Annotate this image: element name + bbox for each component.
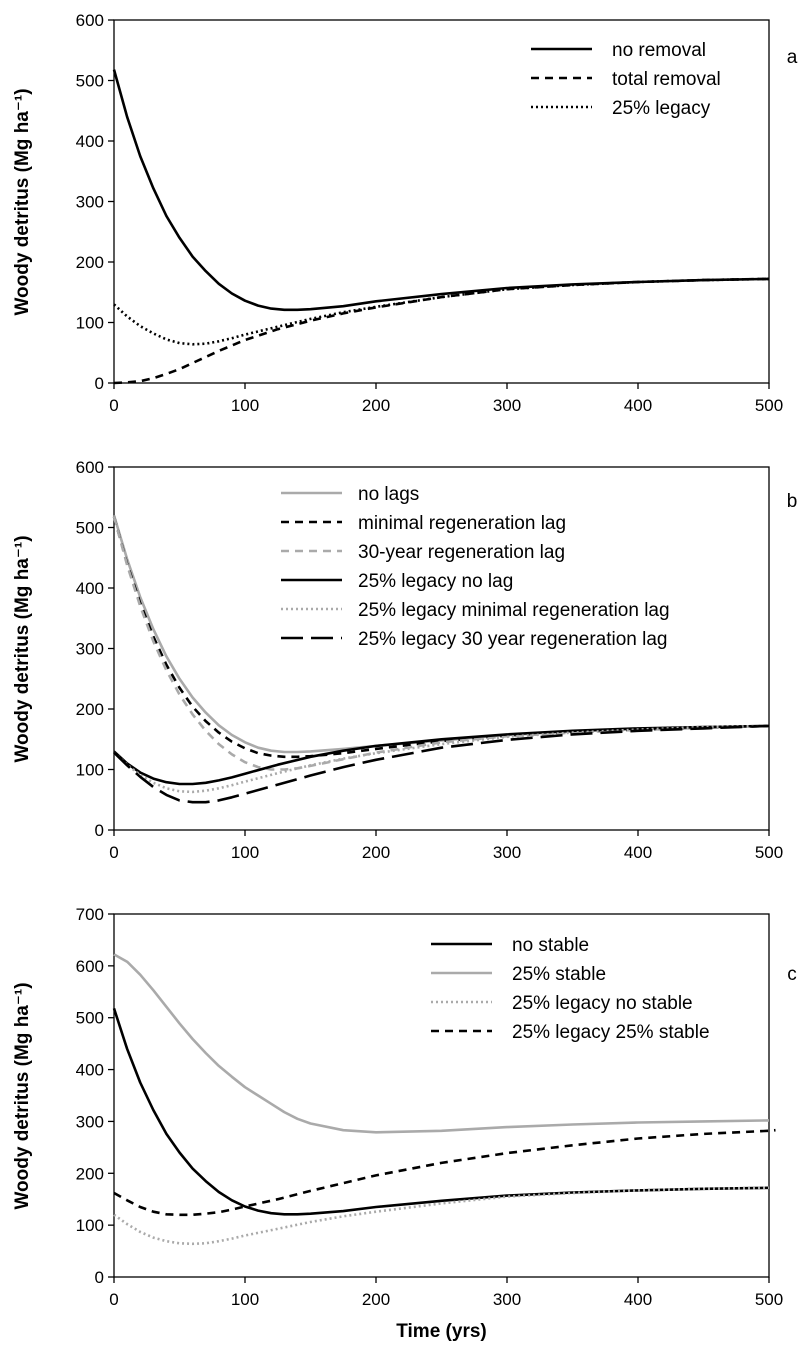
panel-letter: c <box>787 964 797 985</box>
x-tick-label: 400 <box>624 843 652 862</box>
y-tick-label: 0 <box>95 821 104 840</box>
y-tick-label: 0 <box>95 374 104 393</box>
y-tick-label: 200 <box>76 253 104 272</box>
y-tick-label: 100 <box>76 761 104 780</box>
legend-a: no removal total removal 25% legacy <box>531 40 721 119</box>
y-tick-label: 600 <box>76 11 104 30</box>
y-tick-label: 300 <box>76 193 104 212</box>
series-line-c-3 <box>113 1186 770 1246</box>
x-tick-label: 100 <box>231 843 259 862</box>
panel-letter: a <box>787 47 798 68</box>
legend-label: 25% legacy no stable <box>512 993 693 1014</box>
panel-c: 0 100 200 300 400 500 0 100 200 300 400 500 600 700 Wo… <box>12 905 797 1342</box>
x-tick-label: 500 <box>755 1290 783 1309</box>
x-tick-label: 100 <box>231 396 259 415</box>
y-axis-title: Woody detritus (Mg ha⁻¹) <box>12 535 33 762</box>
x-tick-label: 300 <box>493 396 521 415</box>
y-tick-label: 500 <box>76 519 104 538</box>
y-tick-label: 300 <box>76 640 104 659</box>
x-tick-label: 500 <box>755 396 783 415</box>
y-tick-label: 700 <box>76 905 104 924</box>
y-tick-label: 400 <box>76 132 104 151</box>
legend-label: 25% legacy no lag <box>358 571 513 592</box>
series-line-a-3 <box>113 277 770 346</box>
y-tick-label: 200 <box>76 700 104 719</box>
y-axis-title: Woody detritus (Mg ha⁻¹) <box>12 982 33 1209</box>
y-tick-label: 400 <box>76 579 104 598</box>
y-tick-label: 600 <box>76 458 104 477</box>
y-tick-label: 600 <box>76 957 104 976</box>
y-tick-label: 300 <box>76 1112 104 1131</box>
legend-label: minimal regeneration lag <box>358 513 566 534</box>
legend-label: 25% stable <box>512 964 606 985</box>
panel-b: 0 100 200 300 400 500 0 100 200 300 400 500 600 Woody… <box>12 458 797 862</box>
legend-c: no stable 25% stable 25% legacy no stable 2… <box>431 935 710 1043</box>
x-tick-label: 400 <box>624 1290 652 1309</box>
x-tick-label: 300 <box>493 1290 521 1309</box>
x-axis-title: Time (yrs) <box>396 1321 486 1342</box>
series-line-c-2 <box>113 953 770 1134</box>
x-tick-label: 200 <box>362 843 390 862</box>
x-tick-label: 100 <box>231 1290 259 1309</box>
x-tick-label: 0 <box>109 396 118 415</box>
legend-label: no removal <box>612 40 706 61</box>
y-tick-label: 0 <box>95 1268 104 1287</box>
legend-b: no lags minimal regeneration lag 30-year r… <box>281 484 670 650</box>
series-line-a-2 <box>113 277 770 385</box>
panel-letter: b <box>787 491 798 512</box>
series-line-b-6 <box>113 724 770 804</box>
x-tick-label: 300 <box>493 843 521 862</box>
y-tick-label: 500 <box>76 72 104 91</box>
y-tick-label: 400 <box>76 1061 104 1080</box>
x-tick-label: 500 <box>755 843 783 862</box>
x-tick-label: 200 <box>362 1290 390 1309</box>
legend-label: 25% legacy <box>612 98 711 119</box>
y-tick-label: 100 <box>76 314 104 333</box>
y-tick-label: 100 <box>76 1216 104 1235</box>
legend-label: 25% legacy 25% stable <box>512 1022 710 1043</box>
legend-label: no stable <box>512 935 589 956</box>
x-tick-label: 0 <box>109 843 118 862</box>
panel-a: 0 100 200 300 400 500 0 100 200 300 400 500 600 Woody… <box>12 11 798 415</box>
legend-label: 30-year regeneration lag <box>358 542 565 563</box>
plot-frame-c <box>113 913 770 1278</box>
legend-label: no lags <box>358 484 419 505</box>
x-tick-label: 400 <box>624 396 652 415</box>
x-tick-label: 0 <box>109 1290 118 1309</box>
legend-label: 25% legacy 30 year regeneration lag <box>358 629 667 650</box>
series-line-b-4 <box>113 724 770 786</box>
legend-label: total removal <box>612 69 721 90</box>
y-tick-label: 500 <box>76 1009 104 1028</box>
x-tick-label: 200 <box>362 396 390 415</box>
series-line-c-1 <box>112 1007 770 1216</box>
y-axis-title: Woody detritus (Mg ha⁻¹) <box>12 88 33 315</box>
y-tick-label: 200 <box>76 1164 104 1183</box>
legend-label: 25% legacy minimal regeneration lag <box>358 600 670 621</box>
